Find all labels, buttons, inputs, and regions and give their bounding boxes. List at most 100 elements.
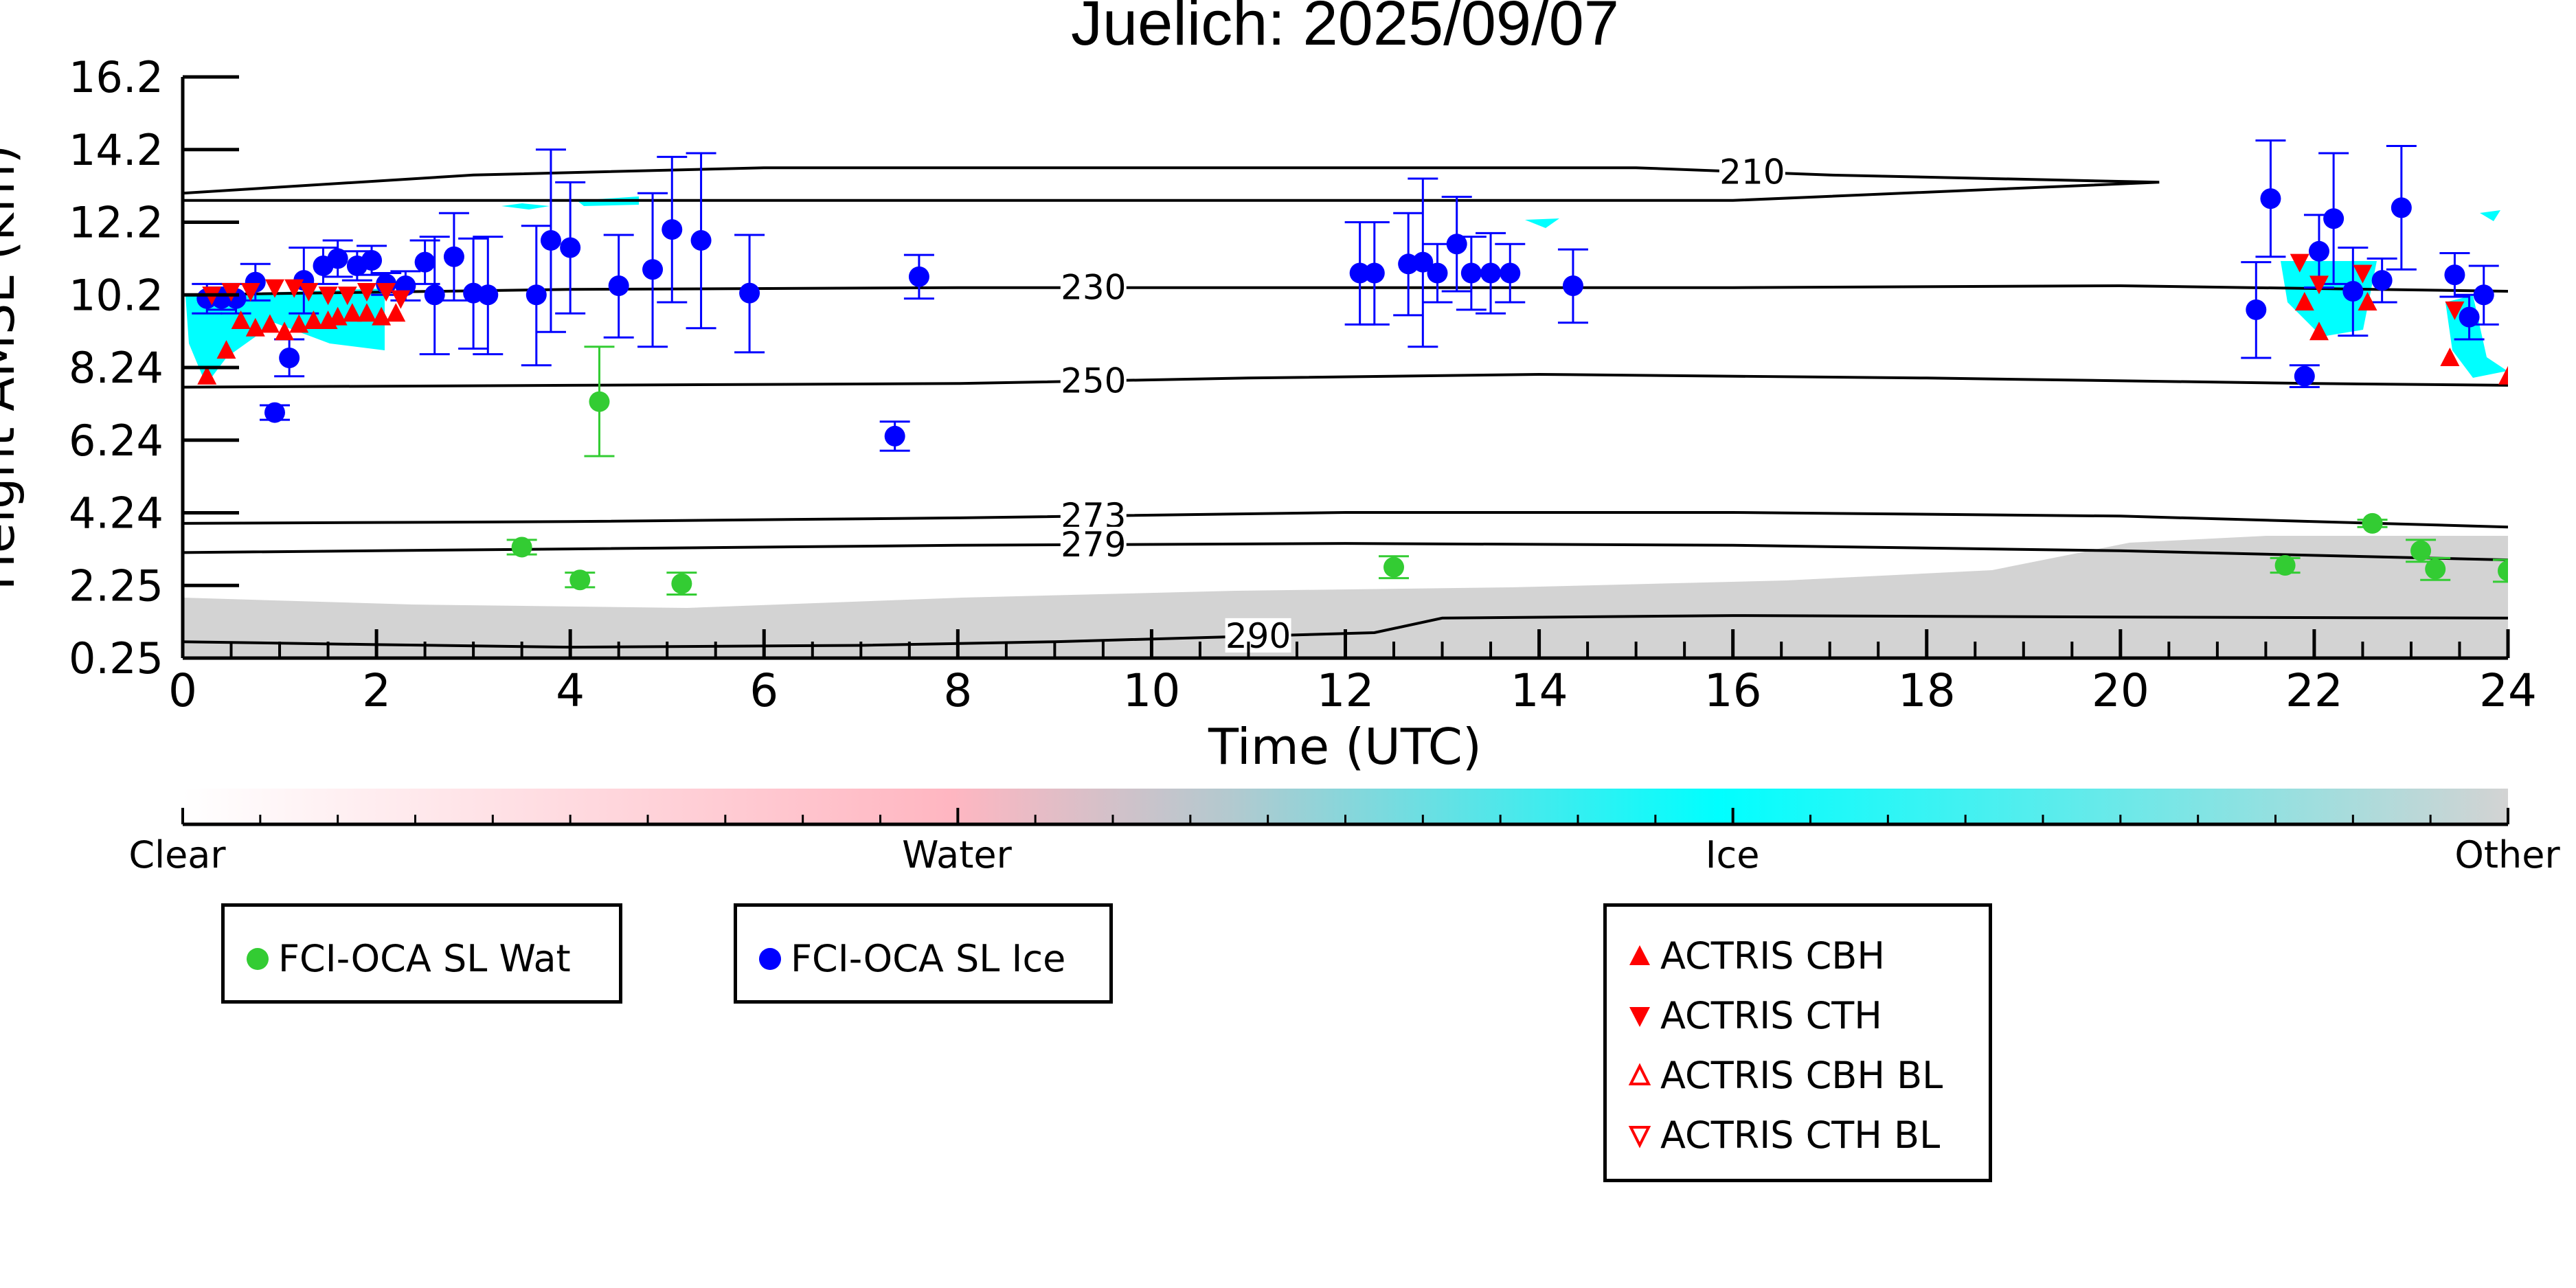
legend-marker-triangle-down-open-icon	[1619, 1118, 1660, 1153]
x-tick-label: 22	[2285, 664, 2343, 717]
data-point	[357, 303, 376, 322]
x-tick-label: 2	[362, 664, 391, 717]
data-point	[2358, 292, 2377, 311]
contour-line-210	[183, 166, 2160, 202]
x-tick-label: 14	[1511, 664, 1568, 717]
data-point	[2309, 275, 2329, 295]
data-point	[1349, 262, 1370, 284]
legend-label: ACTRIS CBH BL	[1660, 1054, 1943, 1097]
data-point	[569, 569, 591, 591]
data-point	[1412, 251, 1434, 273]
data-point	[884, 425, 905, 447]
data-marks	[192, 139, 2508, 596]
data-point	[304, 310, 324, 330]
data-point	[671, 573, 692, 594]
data-point	[318, 286, 338, 306]
data-point	[260, 314, 280, 333]
data-point	[2342, 280, 2364, 302]
data-point	[608, 275, 629, 297]
colorbar-label-water: Water	[902, 833, 1012, 877]
x-tick-label: 10	[1122, 664, 1180, 717]
x-tick-label: 0	[168, 664, 197, 717]
data-point	[1427, 262, 1448, 284]
data-point	[2410, 540, 2432, 561]
y-axis-label: Height AMSL (km)	[0, 145, 25, 591]
data-point	[361, 250, 383, 271]
data-point	[299, 282, 319, 302]
x-tick-label: 12	[1317, 664, 1375, 717]
data-point	[2260, 188, 2281, 210]
y-tick-label: 14.2	[69, 125, 163, 175]
data-point	[443, 246, 464, 267]
legend-label: ACTRIS CBH	[1660, 934, 1885, 978]
x-axis-ticks: 0 2 4 6 8 10 12 14 16 18 20 22 24	[168, 629, 2537, 717]
data-point	[690, 229, 712, 251]
colorbar-label-clear: Clear	[128, 833, 226, 877]
data-point	[328, 306, 348, 326]
legend-fci-oca-ice: FCI-OCA SL Ice	[734, 903, 1113, 1004]
contour-label-bg	[1060, 269, 1127, 304]
data-point	[2353, 264, 2373, 284]
y-tick-label: 12.2	[69, 198, 163, 248]
data-point	[642, 259, 664, 280]
data-point	[2425, 558, 2446, 580]
x-tick-label: 16	[1704, 664, 1762, 717]
x-tick-label: 24	[2479, 664, 2537, 717]
contour-label-bg	[1225, 618, 1291, 653]
data-point	[2294, 292, 2314, 311]
data-point	[526, 284, 547, 306]
legend-fci-oca-water: FCI-OCA SL Wat	[221, 903, 622, 1004]
data-point	[1364, 262, 1385, 284]
data-point	[1562, 275, 1583, 297]
data-point	[275, 321, 295, 341]
data-point	[264, 402, 285, 423]
legend-label: FCI-OCA SL Ice	[791, 937, 1066, 980]
data-point	[289, 314, 309, 333]
x-tick-label: 20	[2092, 664, 2149, 717]
data-point	[1460, 262, 1482, 284]
data-point	[2362, 512, 2383, 534]
classification-background	[183, 196, 2508, 658]
data-point	[1383, 556, 1405, 578]
y-axis-ticks: 0.25 2.25 4.24 6.24 8.24 10.2 12.2 14.2 16.2	[69, 52, 239, 683]
contour-label-bg	[1719, 154, 1785, 189]
legend-label: ACTRIS CTH	[1660, 994, 1882, 1037]
data-point	[245, 317, 265, 337]
data-point	[2498, 365, 2508, 385]
data-point	[372, 306, 392, 326]
data-point	[1500, 262, 1521, 284]
contour-label: 250	[1061, 361, 1126, 401]
data-point	[2294, 365, 2315, 387]
data-point	[376, 282, 396, 302]
data-point	[2371, 270, 2393, 291]
data-point	[2473, 284, 2494, 306]
data-point	[2309, 321, 2329, 341]
y-tick-label: 10.2	[69, 270, 163, 320]
contour-label: 279	[1061, 525, 1126, 565]
y-tick-label: 6.24	[69, 416, 163, 466]
data-point	[2498, 560, 2508, 581]
data-point	[391, 290, 411, 309]
contour-label-bg	[1060, 526, 1127, 561]
data-point	[2246, 299, 2267, 320]
contour-label: 210	[1719, 152, 1785, 192]
colorbar-label-ice: Ice	[1706, 833, 1760, 877]
data-point	[560, 237, 581, 258]
legend-marker-triangle-up-open-icon	[1619, 1059, 1660, 1093]
data-point	[424, 284, 445, 306]
x-tick-label: 4	[556, 664, 585, 717]
x-tick-label: 18	[1898, 664, 1956, 717]
data-point	[240, 282, 260, 302]
legend-marker-blue-circle	[749, 942, 791, 976]
data-point	[2444, 264, 2465, 286]
data-point	[2308, 240, 2329, 262]
data-point	[908, 266, 929, 287]
contour-label-bg	[1060, 498, 1127, 533]
legend-marker-green-circle	[237, 942, 278, 976]
data-point	[2445, 301, 2465, 320]
data-point	[279, 347, 300, 368]
data-point	[337, 286, 357, 306]
contour-label: 290	[1225, 616, 1291, 656]
contour-line-279	[183, 542, 2508, 562]
